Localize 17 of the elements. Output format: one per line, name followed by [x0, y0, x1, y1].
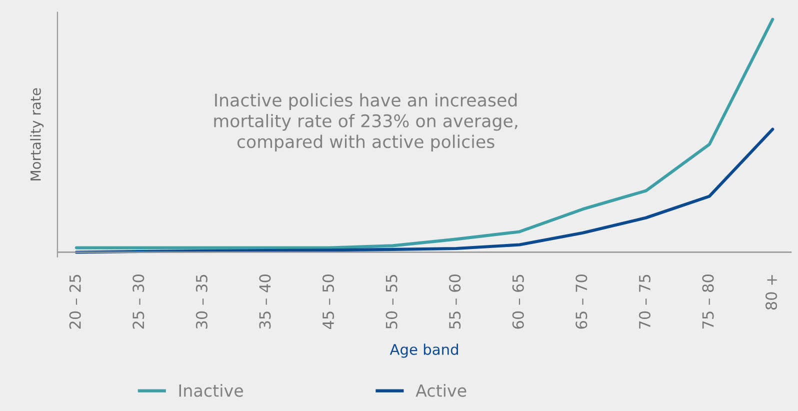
x-tick-label: 65 – 70 — [576, 274, 588, 329]
x-tick-label: 35 – 40 — [259, 274, 271, 329]
x-tick-label: 80 + — [766, 275, 778, 310]
x-tick-label: 20 – 25 — [69, 274, 81, 329]
x-axis-title: Age band — [390, 344, 458, 358]
x-tick-label: 70 – 75 — [638, 274, 650, 329]
legend-label: Active — [416, 384, 466, 397]
x-tick-label: 45 – 50 — [322, 274, 334, 330]
x-tick-label: 30 – 35 — [196, 274, 208, 329]
x-tick-label: 60 – 65 — [512, 274, 524, 329]
x-tick-label: 25 – 30 — [132, 274, 144, 329]
x-tick-label: 50 – 55 — [386, 274, 398, 329]
x-tick-label: 75 – 80 — [702, 274, 714, 329]
x-tick-label: 55 – 60 — [449, 274, 461, 329]
annotation: Inactive policies have an increased mortality rate of 233% on average, compared with active policies — [214, 93, 518, 152]
legend-label: Inactive — [179, 384, 243, 397]
y-axis-title: Mortality rate — [30, 88, 44, 180]
